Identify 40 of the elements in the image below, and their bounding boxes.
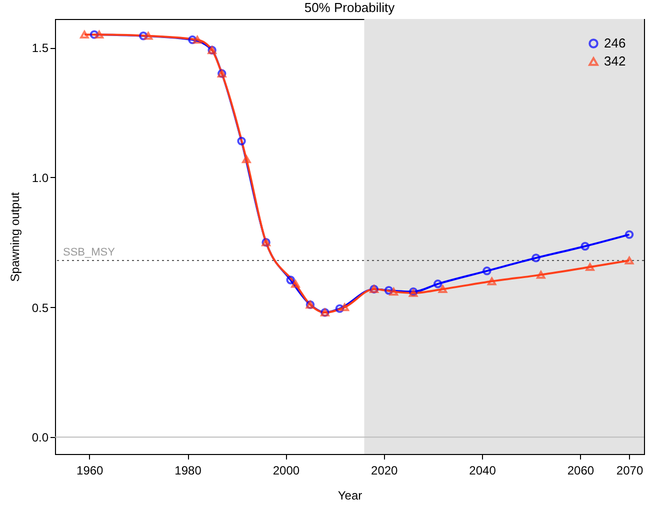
x-tick-label: 2000 [272,464,300,478]
point [192,36,202,44]
point [144,32,153,40]
point [286,276,295,284]
point [94,30,104,38]
point [335,304,344,313]
point [586,263,594,271]
point [438,285,448,293]
legend-label: 246 [604,36,626,50]
y-tick-label: 0.0 [32,430,49,445]
point [188,35,197,44]
point [80,30,89,38]
point [482,266,492,276]
x-tick-label: 1980 [174,464,202,478]
x-tick-label: 2060 [567,464,594,478]
x-axis-title: Year [338,488,362,502]
point [389,288,398,296]
y-axis-title: Spawning output [8,192,22,282]
x-tick-label: 2040 [469,464,496,478]
point [138,32,148,40]
chart-title: 50% Probability [304,0,396,15]
point [384,286,394,295]
x-tick-label: 2070 [616,464,644,478]
point [340,303,349,312]
point [580,242,590,251]
legend-label: 342 [604,54,626,68]
y-tick-label: 1.0 [32,170,49,185]
point [624,256,634,264]
point [242,155,251,164]
point [532,254,540,262]
x-tick-label: 1960 [76,464,104,478]
y-tick-label: 1.5 [32,41,49,56]
point [536,270,546,279]
point [487,277,496,286]
point [291,280,300,288]
point [237,136,246,146]
point [433,280,442,288]
ref-line-label: SSB_MSY [63,246,116,259]
y-tick-label: 0.5 [32,300,49,315]
x-tick-label: 2020 [371,464,398,478]
